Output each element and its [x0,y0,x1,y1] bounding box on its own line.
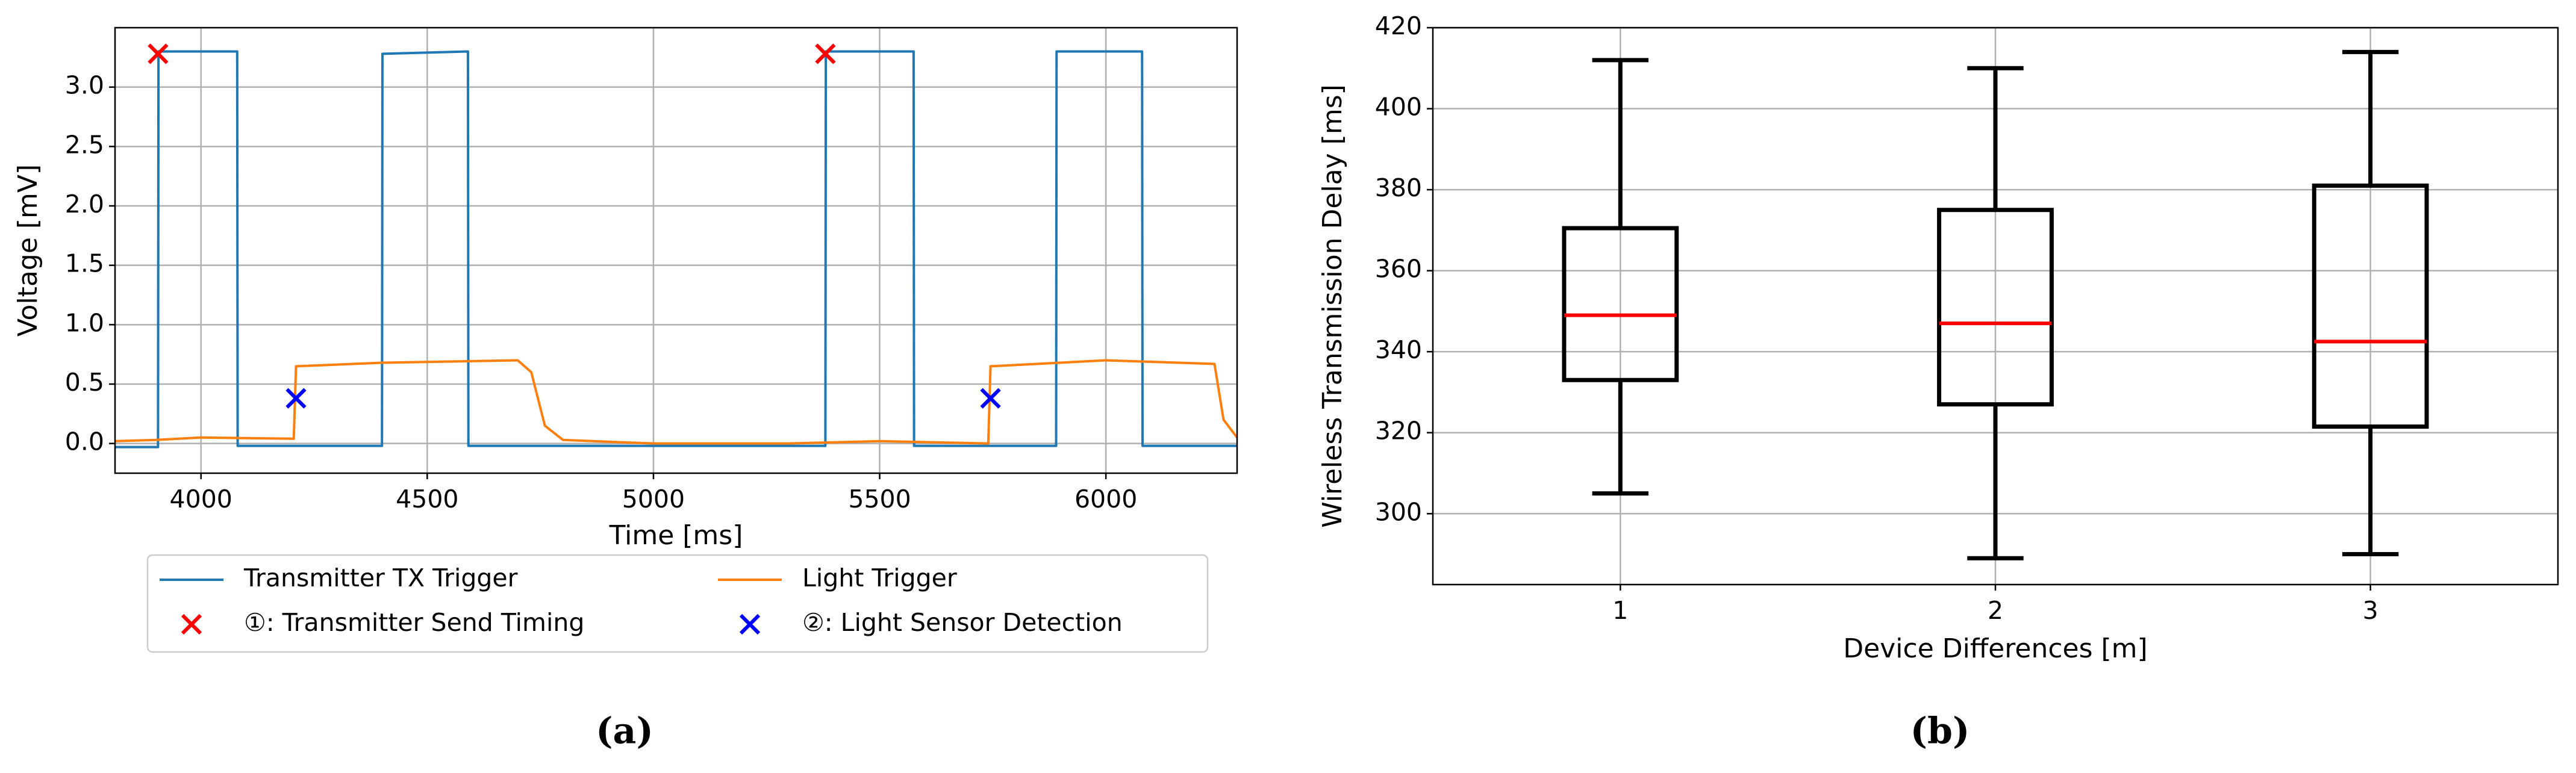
legend-box [146,554,1209,653]
caption: (b) [1910,710,1970,753]
y-tick-label: 0.0 [65,427,104,456]
x-marker [148,43,169,64]
y-tick-label: 420 [1375,11,1422,40]
legend-label: ②: Light Sensor Detection [802,608,1123,637]
legend-label: Light Trigger [802,563,957,592]
box [2312,183,2429,429]
x-tick-label: 3 [2363,596,2378,625]
x-tick-label: 4500 [396,485,458,514]
x-marker [285,388,307,409]
x-tick-label: 1 [1612,596,1628,625]
y-tick-label: 340 [1375,335,1422,364]
y-tick-label: 1.5 [65,249,104,278]
x-axis-label: Time [ms] [609,520,743,551]
x-tick-label: 6000 [1074,485,1137,514]
x-tick-label: 5500 [848,485,911,514]
x-marker-stroke [980,388,1001,409]
axes-frame [1432,26,2559,586]
y-tick-label: 400 [1375,93,1422,122]
x-marker-stroke [815,43,836,64]
x-axis-label: Device Differences [m] [1843,633,2147,664]
x-tick-label: 2 [1988,596,2003,625]
axes-frame [114,26,1238,474]
y-tick-label: 1.0 [65,308,104,337]
y-axis-label: Voltage [mV] [13,164,43,337]
box [1562,226,1679,382]
x-marker-stroke [148,43,169,64]
x-marker-stroke [739,613,761,635]
series-line [115,359,1237,445]
x-marker [739,613,761,635]
y-tick-label: 380 [1375,173,1422,202]
x-tick-label: 4000 [170,485,232,514]
legend-label: ①: Transmitter Send Timing [244,608,584,637]
y-axis-label: Wireless Transmission Delay [ms] [1317,84,1348,528]
y-tick-label: 0.5 [65,368,104,397]
x-marker-stroke [285,388,307,409]
y-tick-label: 360 [1375,255,1422,284]
series-line [115,50,1237,449]
legend-label: Transmitter TX Trigger [243,563,518,592]
box [1937,208,2054,407]
y-tick-label: 300 [1375,497,1422,526]
y-tick-label: 3.0 [65,71,104,100]
x-marker [815,43,836,64]
x-marker [980,388,1001,409]
y-tick-label: 2.0 [65,190,104,219]
y-tick-label: 2.5 [65,130,104,159]
x-marker-stroke [181,613,202,635]
y-tick-label: 320 [1375,417,1422,445]
x-marker [181,613,202,635]
caption: (a) [596,710,653,753]
x-tick-label: 5000 [622,485,685,514]
